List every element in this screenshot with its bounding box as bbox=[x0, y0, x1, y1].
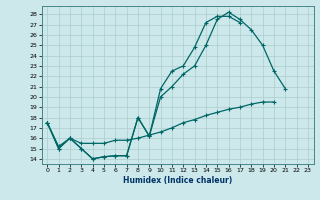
X-axis label: Humidex (Indice chaleur): Humidex (Indice chaleur) bbox=[123, 176, 232, 185]
